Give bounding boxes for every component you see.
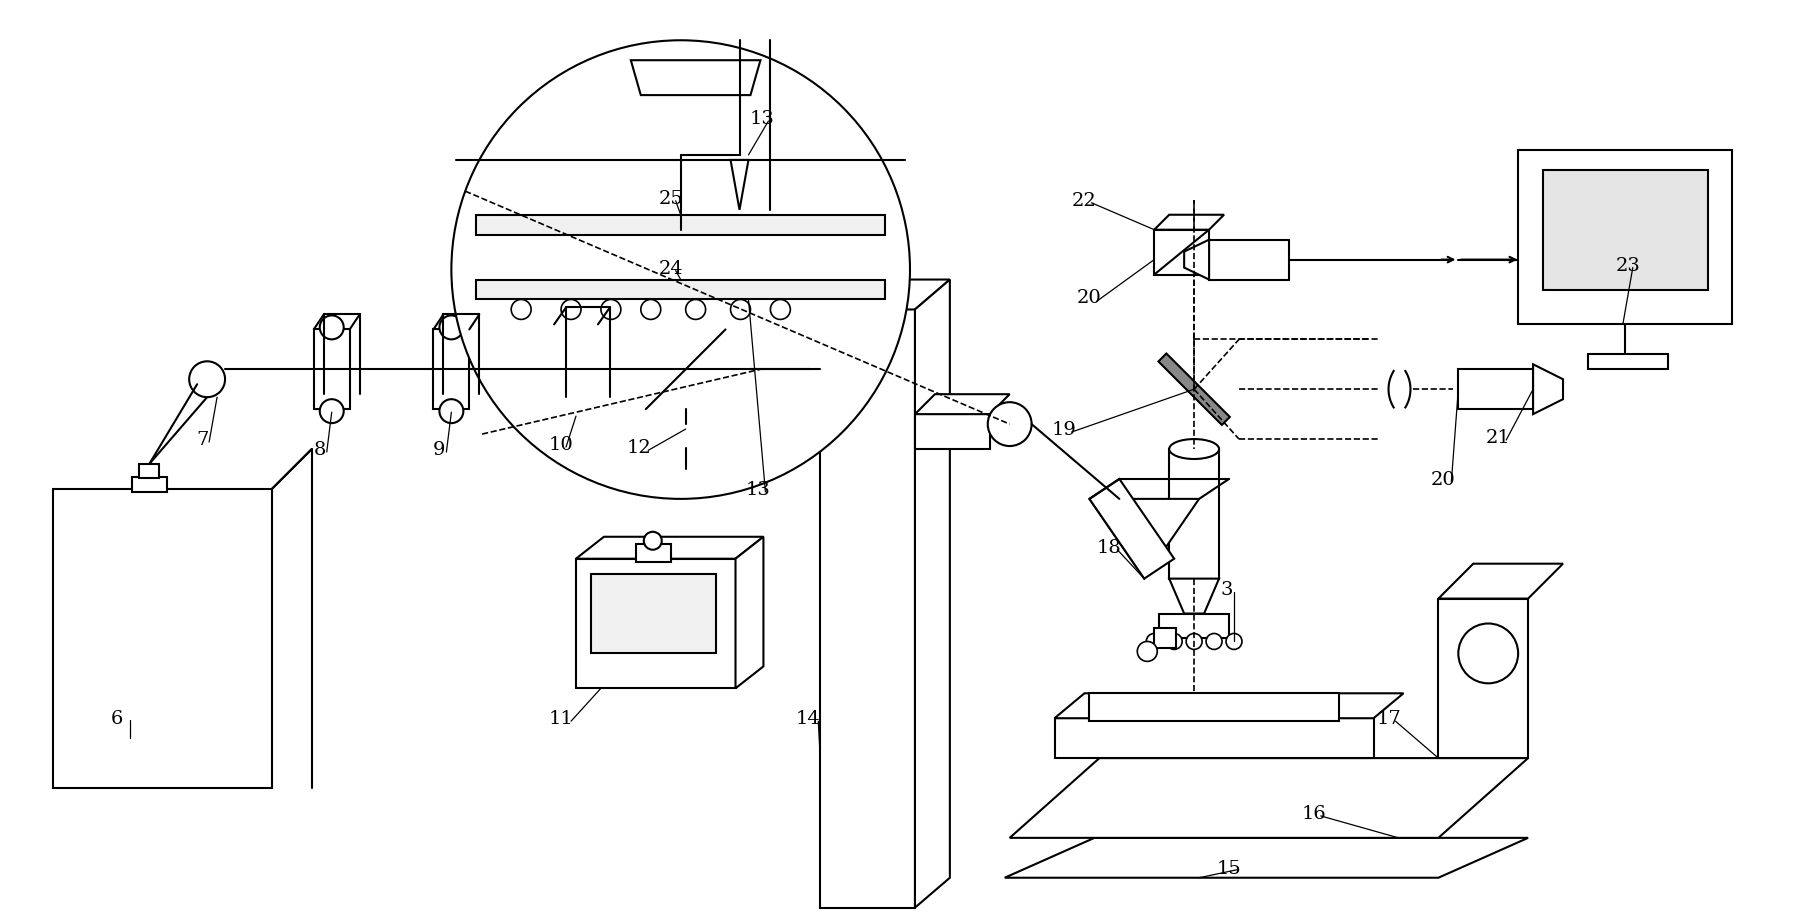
Bar bbox=[1543, 171, 1708, 290]
Bar bbox=[554, 325, 598, 414]
Text: 16: 16 bbox=[1302, 804, 1326, 822]
Polygon shape bbox=[647, 305, 755, 330]
Text: 10: 10 bbox=[549, 436, 574, 454]
Bar bbox=[1518, 151, 1733, 325]
Circle shape bbox=[440, 400, 464, 424]
Polygon shape bbox=[1438, 564, 1563, 599]
Bar bbox=[636, 544, 670, 562]
Polygon shape bbox=[1170, 579, 1219, 614]
Circle shape bbox=[321, 400, 344, 424]
Polygon shape bbox=[1090, 499, 1199, 579]
Circle shape bbox=[451, 41, 909, 499]
Circle shape bbox=[643, 532, 661, 550]
Text: 20: 20 bbox=[1431, 471, 1456, 488]
Bar bbox=[476, 280, 886, 301]
Ellipse shape bbox=[1170, 439, 1219, 460]
Text: 14: 14 bbox=[795, 709, 820, 728]
Polygon shape bbox=[730, 161, 748, 210]
Bar bbox=[590, 574, 715, 653]
Polygon shape bbox=[820, 280, 949, 310]
Bar bbox=[139, 464, 159, 479]
Text: 18: 18 bbox=[1097, 539, 1121, 556]
Bar bbox=[1054, 719, 1373, 758]
Polygon shape bbox=[735, 538, 764, 688]
Text: 25: 25 bbox=[659, 189, 683, 208]
Bar bbox=[1210, 241, 1289, 280]
Text: 17: 17 bbox=[1376, 709, 1402, 728]
Circle shape bbox=[601, 301, 621, 320]
Bar bbox=[313, 330, 350, 410]
Circle shape bbox=[563, 404, 589, 428]
Polygon shape bbox=[630, 62, 761, 96]
Polygon shape bbox=[1090, 480, 1174, 579]
Text: 22: 22 bbox=[1072, 191, 1097, 210]
Bar bbox=[647, 330, 726, 410]
Circle shape bbox=[1206, 634, 1222, 650]
Polygon shape bbox=[1054, 694, 1404, 719]
Bar bbox=[820, 310, 915, 908]
Polygon shape bbox=[576, 538, 764, 559]
Circle shape bbox=[563, 312, 589, 335]
Circle shape bbox=[987, 403, 1032, 447]
Polygon shape bbox=[1534, 365, 1563, 414]
Circle shape bbox=[686, 301, 706, 320]
Bar bbox=[576, 559, 735, 688]
Circle shape bbox=[511, 301, 531, 320]
Bar bbox=[53, 490, 272, 789]
Bar bbox=[1154, 629, 1175, 649]
Circle shape bbox=[674, 425, 697, 448]
Circle shape bbox=[621, 359, 643, 380]
Text: 7: 7 bbox=[196, 431, 208, 448]
Circle shape bbox=[728, 359, 750, 380]
Polygon shape bbox=[726, 305, 755, 410]
Circle shape bbox=[770, 301, 790, 320]
Text: 20: 20 bbox=[1078, 289, 1101, 307]
Circle shape bbox=[730, 301, 750, 320]
Bar bbox=[1159, 614, 1230, 639]
Text: 11: 11 bbox=[549, 709, 574, 728]
Polygon shape bbox=[1184, 241, 1210, 280]
Text: 21: 21 bbox=[1485, 428, 1510, 447]
Circle shape bbox=[1146, 634, 1163, 650]
Text: 3: 3 bbox=[1221, 580, 1233, 598]
Circle shape bbox=[1137, 641, 1157, 662]
Text: 19: 19 bbox=[1052, 421, 1078, 438]
Circle shape bbox=[1186, 634, 1203, 650]
Bar bbox=[915, 414, 991, 449]
Circle shape bbox=[1458, 624, 1518, 684]
Text: 9: 9 bbox=[433, 440, 446, 459]
Polygon shape bbox=[272, 449, 311, 490]
Bar bbox=[476, 215, 886, 235]
Text: 13: 13 bbox=[746, 481, 771, 498]
Polygon shape bbox=[915, 280, 949, 908]
Bar bbox=[132, 478, 167, 493]
Bar bbox=[1154, 231, 1210, 276]
Circle shape bbox=[746, 355, 775, 385]
Circle shape bbox=[641, 301, 661, 320]
Text: 13: 13 bbox=[750, 110, 775, 128]
Bar bbox=[433, 330, 469, 410]
Circle shape bbox=[188, 362, 225, 398]
Bar bbox=[1090, 694, 1338, 721]
Circle shape bbox=[321, 316, 344, 340]
Bar bbox=[1458, 369, 1534, 410]
Polygon shape bbox=[1005, 838, 1528, 878]
Polygon shape bbox=[915, 395, 1011, 414]
Text: 23: 23 bbox=[1615, 256, 1641, 274]
Polygon shape bbox=[1011, 758, 1528, 838]
Text: 8: 8 bbox=[313, 440, 326, 459]
Bar bbox=[1170, 449, 1219, 579]
Text: 15: 15 bbox=[1217, 859, 1241, 877]
Circle shape bbox=[1166, 634, 1183, 650]
Text: 6: 6 bbox=[110, 709, 123, 728]
Circle shape bbox=[440, 316, 464, 340]
Polygon shape bbox=[1159, 354, 1230, 425]
Text: 12: 12 bbox=[627, 438, 652, 457]
Polygon shape bbox=[1154, 215, 1224, 231]
Polygon shape bbox=[1438, 599, 1528, 758]
Circle shape bbox=[1226, 634, 1242, 650]
Circle shape bbox=[561, 301, 581, 320]
Text: 24: 24 bbox=[659, 259, 683, 278]
